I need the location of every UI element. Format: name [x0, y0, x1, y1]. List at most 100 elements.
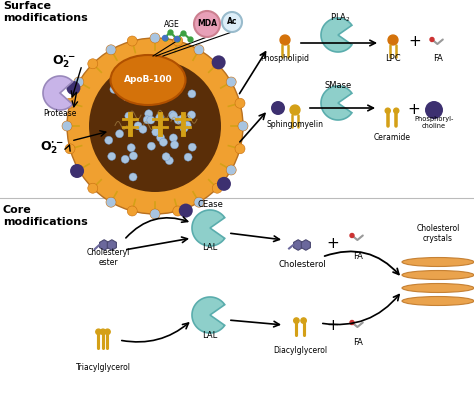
- Circle shape: [174, 116, 182, 124]
- Text: ApoB-100: ApoB-100: [124, 75, 173, 84]
- Text: Protease: Protease: [43, 109, 77, 118]
- Circle shape: [65, 98, 75, 108]
- Circle shape: [212, 183, 222, 193]
- Circle shape: [67, 38, 243, 214]
- Circle shape: [100, 329, 106, 334]
- Circle shape: [159, 138, 167, 146]
- Circle shape: [165, 156, 173, 165]
- Circle shape: [156, 114, 164, 121]
- Circle shape: [145, 110, 153, 118]
- Polygon shape: [100, 240, 109, 250]
- Circle shape: [162, 153, 170, 161]
- Circle shape: [105, 329, 110, 334]
- Circle shape: [167, 74, 175, 82]
- Circle shape: [127, 206, 137, 216]
- Circle shape: [163, 35, 167, 40]
- Circle shape: [128, 82, 137, 90]
- Text: Sphingomyelin: Sphingomyelin: [266, 120, 323, 129]
- Circle shape: [169, 134, 177, 142]
- Text: $\bf{O_2^{\bullet -}}$: $\bf{O_2^{\bullet -}}$: [52, 54, 76, 70]
- Polygon shape: [192, 297, 225, 333]
- Circle shape: [171, 141, 179, 149]
- Circle shape: [70, 164, 84, 178]
- Circle shape: [150, 209, 160, 219]
- Text: PLA$_2$: PLA$_2$: [329, 11, 350, 24]
- Circle shape: [174, 37, 180, 42]
- Polygon shape: [301, 240, 310, 250]
- Circle shape: [180, 124, 188, 132]
- Circle shape: [122, 93, 130, 101]
- Circle shape: [179, 204, 193, 218]
- Circle shape: [235, 98, 245, 108]
- Text: Cholesteryl
ester: Cholesteryl ester: [86, 248, 130, 267]
- Circle shape: [134, 122, 142, 130]
- Text: LPC: LPC: [385, 54, 401, 63]
- Text: CEase: CEase: [197, 200, 223, 209]
- Ellipse shape: [402, 270, 474, 279]
- Circle shape: [280, 35, 290, 45]
- Circle shape: [211, 55, 226, 69]
- Text: Ac: Ac: [227, 18, 237, 26]
- Circle shape: [222, 12, 242, 32]
- Text: Cholesterol: Cholesterol: [278, 260, 326, 269]
- Circle shape: [184, 153, 192, 161]
- Circle shape: [124, 86, 132, 94]
- Circle shape: [194, 11, 220, 37]
- Circle shape: [188, 90, 196, 98]
- Circle shape: [188, 111, 196, 119]
- Text: Phosphoryl-
choline: Phosphoryl- choline: [414, 116, 454, 129]
- Polygon shape: [293, 240, 303, 250]
- Circle shape: [74, 165, 84, 175]
- Circle shape: [226, 165, 236, 175]
- Text: MDA: MDA: [197, 20, 217, 29]
- Circle shape: [129, 152, 137, 160]
- Text: Core
modifications: Core modifications: [3, 205, 88, 227]
- Circle shape: [127, 144, 135, 152]
- Circle shape: [108, 152, 116, 160]
- Text: LAL: LAL: [202, 331, 218, 340]
- Text: Diacylglycerol: Diacylglycerol: [273, 346, 327, 355]
- Circle shape: [116, 130, 124, 138]
- Circle shape: [226, 77, 236, 87]
- Circle shape: [143, 116, 151, 124]
- Circle shape: [183, 121, 191, 129]
- Circle shape: [169, 111, 177, 119]
- Text: Cholesterol
crystals: Cholesterol crystals: [416, 224, 460, 243]
- Circle shape: [217, 177, 231, 191]
- Circle shape: [106, 197, 116, 207]
- Circle shape: [388, 35, 398, 45]
- Polygon shape: [321, 86, 352, 120]
- Circle shape: [173, 206, 183, 216]
- Text: +: +: [408, 103, 420, 118]
- Text: SMase: SMase: [324, 81, 352, 90]
- Circle shape: [74, 77, 84, 87]
- Circle shape: [301, 318, 306, 323]
- Text: $\bf{O_2^{\bullet -}}$: $\bf{O_2^{\bullet -}}$: [40, 139, 64, 156]
- Circle shape: [425, 101, 443, 119]
- Text: +: +: [327, 318, 339, 332]
- Text: FA: FA: [433, 54, 443, 63]
- Circle shape: [194, 45, 204, 55]
- Polygon shape: [107, 240, 117, 250]
- Text: Triacylglycerol: Triacylglycerol: [75, 363, 130, 372]
- Circle shape: [96, 329, 101, 334]
- Circle shape: [127, 36, 137, 46]
- Circle shape: [88, 59, 98, 69]
- Circle shape: [156, 134, 164, 142]
- Text: LAL: LAL: [202, 243, 218, 252]
- Text: +: +: [327, 235, 339, 250]
- Circle shape: [121, 155, 129, 163]
- Circle shape: [294, 318, 299, 323]
- Circle shape: [173, 36, 183, 46]
- Circle shape: [170, 112, 178, 120]
- Ellipse shape: [110, 55, 185, 105]
- Circle shape: [235, 144, 245, 154]
- Circle shape: [65, 144, 75, 154]
- Text: Phospholipid: Phospholipid: [261, 54, 310, 63]
- Circle shape: [188, 143, 196, 151]
- Circle shape: [88, 183, 98, 193]
- Circle shape: [238, 121, 248, 131]
- Text: Ceramide: Ceramide: [374, 133, 410, 142]
- Circle shape: [271, 101, 285, 115]
- Circle shape: [147, 116, 155, 124]
